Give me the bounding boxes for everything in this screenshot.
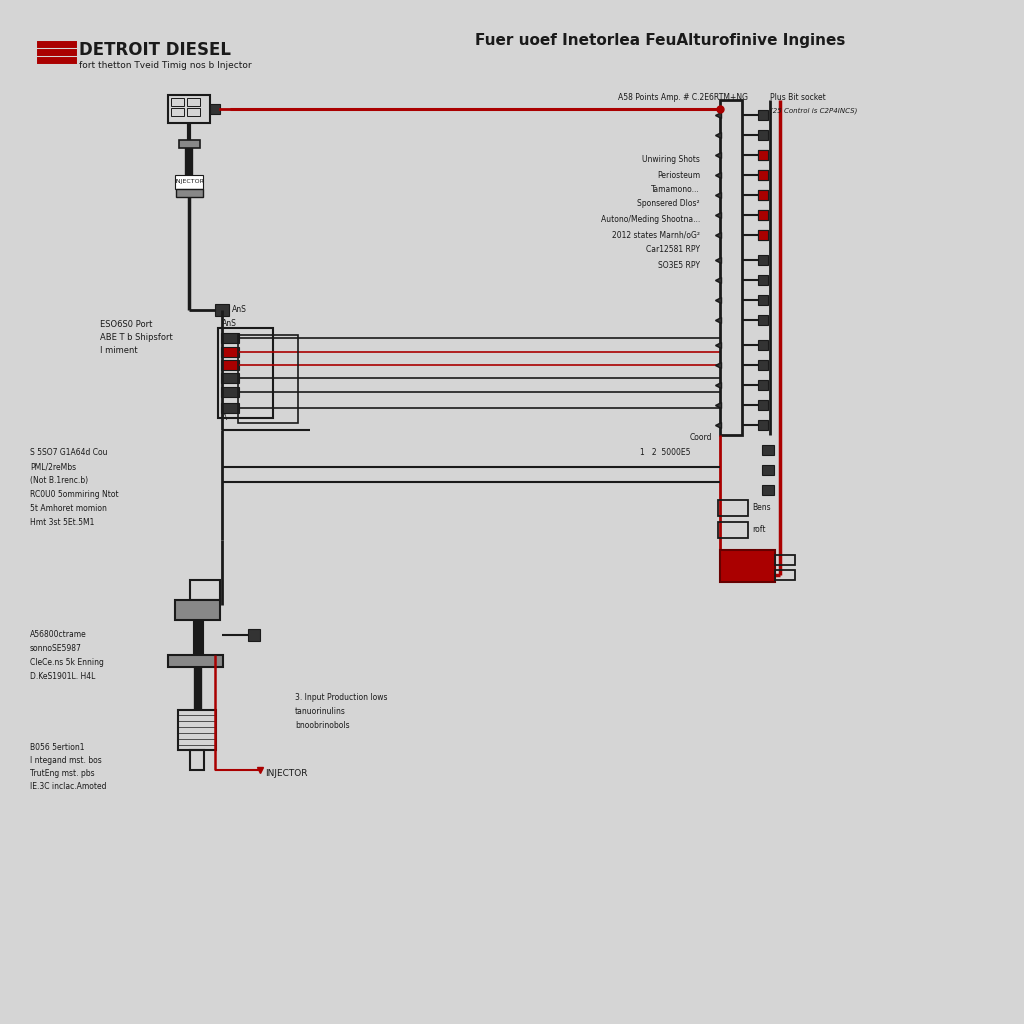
Bar — [190, 580, 220, 600]
Text: IE.3C inclac.Amoted: IE.3C inclac.Amoted — [30, 782, 106, 791]
Text: D.KeS1901L. H4L: D.KeS1901L. H4L — [30, 672, 95, 681]
Text: Fuer uoef Inetorlea FeuAlturofinive Ingines: Fuer uoef Inetorlea FeuAlturofinive Ingi… — [475, 33, 845, 47]
Text: B056 5ertion1: B056 5ertion1 — [30, 743, 85, 752]
Text: Autono/Meding Shootna...: Autono/Meding Shootna... — [601, 215, 700, 224]
Bar — [758, 190, 768, 200]
Text: SO3E5 RPY: SO3E5 RPY — [658, 261, 700, 270]
Bar — [718, 522, 748, 538]
Bar — [720, 550, 775, 582]
Bar — [178, 710, 216, 750]
Bar — [762, 445, 774, 455]
Bar — [718, 500, 748, 516]
Bar — [221, 387, 239, 397]
Bar — [187, 98, 200, 106]
Text: A56800ctrame: A56800ctrame — [30, 630, 87, 639]
Bar — [762, 485, 774, 495]
Bar — [190, 750, 204, 770]
Text: PML/2reMbs: PML/2reMbs — [30, 462, 76, 471]
Bar — [168, 95, 210, 123]
Bar — [775, 555, 795, 565]
Text: 3. Input Production lows: 3. Input Production lows — [295, 693, 387, 702]
Bar — [175, 175, 203, 189]
Text: Bens: Bens — [752, 504, 771, 512]
Bar — [187, 108, 200, 116]
Bar — [758, 150, 768, 160]
Text: ABE T b Shipsfort: ABE T b Shipsfort — [100, 333, 173, 342]
Text: I ntegand mst. bos: I ntegand mst. bos — [30, 756, 101, 765]
Bar — [758, 150, 768, 160]
Text: fort thetton Tveid Timig nos b Injector: fort thetton Tveid Timig nos b Injector — [79, 60, 252, 70]
Text: CleCe.ns 5k Enning: CleCe.ns 5k Enning — [30, 658, 103, 667]
Text: tanuorinulins: tanuorinulins — [295, 707, 346, 716]
Bar — [758, 170, 768, 180]
Text: 2012 states Marnh/oG²: 2012 states Marnh/oG² — [612, 231, 700, 240]
Text: 5t Amhoret momion: 5t Amhoret momion — [30, 504, 106, 513]
Bar — [179, 140, 200, 148]
Bar — [210, 104, 220, 114]
Text: TrutEng mst. pbs: TrutEng mst. pbs — [30, 769, 94, 778]
Bar — [758, 230, 768, 240]
Bar — [176, 189, 203, 197]
Bar — [758, 170, 768, 180]
Bar — [171, 98, 184, 106]
Bar — [758, 275, 768, 285]
Bar — [758, 230, 768, 240]
Bar — [221, 373, 239, 383]
Bar — [218, 328, 273, 418]
Text: Car12581 RPY: Car12581 RPY — [646, 245, 700, 254]
Text: Tamamono...: Tamamono... — [651, 185, 700, 194]
Text: (Not B.1renc.b): (Not B.1renc.b) — [30, 476, 88, 485]
Bar — [221, 403, 239, 413]
Bar — [215, 304, 229, 316]
Text: Hmt 3st 5Et.5M1: Hmt 3st 5Et.5M1 — [30, 518, 94, 527]
Text: Sponsered Dlos²: Sponsered Dlos² — [637, 199, 700, 208]
Bar — [775, 570, 795, 580]
Text: RC0U0 5ommiring Ntot: RC0U0 5ommiring Ntot — [30, 490, 119, 499]
Text: A58 Points Amp. # C.2E6RTM+NG: A58 Points Amp. # C.2E6RTM+NG — [618, 93, 748, 102]
Text: bnoobrinobols: bnoobrinobols — [295, 721, 349, 730]
Bar — [758, 400, 768, 410]
Bar — [758, 380, 768, 390]
Bar — [221, 360, 239, 370]
Bar — [758, 210, 768, 220]
Text: A: A — [222, 414, 227, 423]
Bar — [758, 295, 768, 305]
Bar — [171, 108, 184, 116]
Bar — [762, 465, 774, 475]
Bar — [758, 210, 768, 220]
Bar — [221, 347, 239, 357]
Text: Coord: Coord — [689, 433, 712, 442]
Bar — [238, 335, 298, 423]
Text: AnS: AnS — [232, 305, 247, 314]
Bar — [758, 360, 768, 370]
Text: S 5SO7 G1A64d Cou: S 5SO7 G1A64d Cou — [30, 449, 108, 457]
Bar — [758, 340, 768, 350]
Bar — [758, 190, 768, 200]
Text: Periosteum: Periosteum — [656, 171, 700, 180]
Bar — [248, 629, 260, 641]
Text: I miment: I miment — [100, 346, 137, 355]
Text: DETROIT DIESEL: DETROIT DIESEL — [79, 41, 231, 59]
Bar — [758, 420, 768, 430]
Bar — [221, 333, 239, 343]
Text: (25 Control is C2P4INCS): (25 Control is C2P4INCS) — [770, 106, 857, 114]
Bar — [175, 600, 220, 620]
Text: INJECTOR: INJECTOR — [265, 768, 307, 777]
Text: AnS: AnS — [222, 318, 237, 328]
Text: Unwiring Shots: Unwiring Shots — [642, 155, 700, 164]
Text: INJECTOR: INJECTOR — [174, 179, 204, 184]
Bar — [168, 655, 223, 667]
Bar — [720, 100, 742, 435]
Text: ESO6S0 Port: ESO6S0 Port — [100, 319, 153, 329]
Bar — [758, 315, 768, 325]
Text: 1   2  5000E5: 1 2 5000E5 — [640, 449, 690, 457]
Bar — [758, 130, 768, 140]
Text: Plus Bit socket: Plus Bit socket — [770, 93, 825, 102]
Text: roft: roft — [752, 525, 766, 535]
Text: sonnoSE5987: sonnoSE5987 — [30, 644, 82, 653]
Bar — [758, 110, 768, 120]
Bar — [758, 255, 768, 265]
